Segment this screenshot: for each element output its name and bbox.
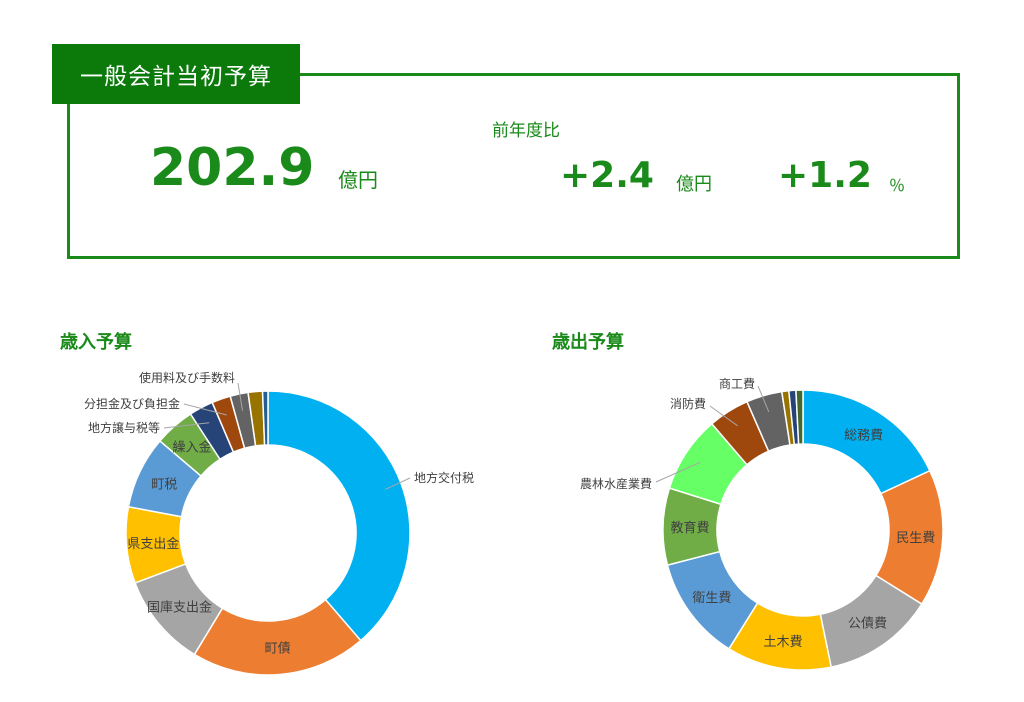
expenditure-leader-6: [655, 461, 701, 483]
revenue-label-6: 地方譲与税等: [88, 420, 160, 435]
expenditure-label-1: 民生費: [896, 531, 935, 546]
expenditure-label-7: 消防費: [670, 396, 706, 411]
yoy-pct-value: +1.2: [778, 155, 872, 196]
expenditure-chart-title: 歳出予算: [552, 332, 624, 353]
revenue-slice-10: [261, 390, 269, 446]
revenue-label-0: 地方交付税: [414, 470, 474, 485]
expenditure-label-0: 総務費: [844, 429, 883, 444]
revenue-leader-0: [384, 477, 411, 490]
yoy-diff-value: +2.4: [560, 155, 654, 196]
revenue-leader-6: [163, 422, 210, 429]
revenue-chart-title: 歳入予算: [60, 332, 132, 353]
revenue-label-8: 使用料及び手数料: [139, 370, 235, 385]
total-budget-value: 202.9: [150, 138, 315, 198]
revenue-leader-8: [237, 382, 244, 411]
expenditure-label-4: 衛生費: [692, 591, 731, 606]
total-budget-unit: 億円: [338, 168, 378, 192]
revenue-label-5: 繰入金: [173, 440, 212, 456]
revenue-label-3: 県支出金: [127, 536, 179, 552]
expenditure-leader-8: [757, 385, 770, 413]
revenue-label-1: 町債: [265, 642, 291, 657]
expenditure-label-2: 公債費: [848, 617, 887, 632]
revenue-label-7: 分担金及び負担金: [84, 396, 180, 411]
expenditure-label-8: 商工費: [719, 376, 755, 391]
summary-panel: [67, 73, 960, 259]
revenue-leader-7: [183, 403, 227, 416]
expenditure-slice-11: [795, 389, 804, 445]
revenue-label-4: 町税: [151, 477, 177, 492]
yoy-label: 前年度比: [492, 121, 560, 141]
expenditure-leader-7: [709, 405, 738, 427]
page-title: 一般会計当初予算: [52, 44, 300, 104]
revenue-slice-0: [267, 390, 411, 642]
yoy-pct-unit: ％: [889, 176, 906, 195]
revenue-label-2: 国庫支出金: [147, 599, 212, 615]
expenditure-label-6: 農林水産業費: [580, 476, 652, 491]
expenditure-label-3: 土木費: [764, 635, 803, 650]
expenditure-label-5: 教育費: [671, 520, 710, 536]
yoy-diff-unit: 億円: [676, 174, 712, 195]
